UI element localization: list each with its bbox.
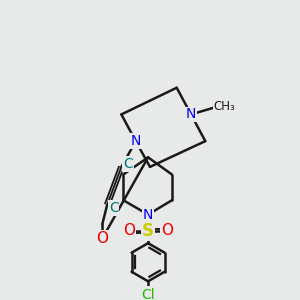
Text: O: O bbox=[161, 223, 173, 238]
Text: Cl: Cl bbox=[141, 288, 155, 300]
Text: O: O bbox=[96, 231, 108, 246]
Text: S: S bbox=[142, 222, 154, 240]
Text: CH₃: CH₃ bbox=[214, 100, 235, 113]
Text: N: N bbox=[186, 107, 196, 122]
Text: O: O bbox=[123, 223, 135, 238]
Text: N: N bbox=[143, 208, 153, 222]
Text: C: C bbox=[109, 201, 118, 215]
Text: C: C bbox=[123, 157, 133, 171]
Text: N: N bbox=[130, 134, 141, 148]
